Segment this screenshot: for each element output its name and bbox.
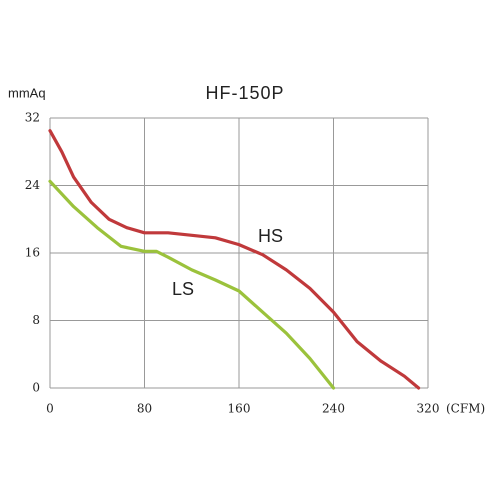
x-tick-label: 160 — [228, 402, 251, 416]
y-tick-label: 16 — [25, 246, 40, 260]
x-tick-label: 240 — [322, 402, 345, 416]
y-tick-label: 8 — [32, 313, 40, 327]
line — [48, 179, 336, 390]
y-axis-label: mmAq — [8, 85, 46, 100]
series-label: LS — [172, 279, 194, 299]
chart-title: HF-150P — [205, 83, 284, 103]
x-tick-label: 0 — [46, 402, 54, 416]
line — [48, 129, 421, 390]
y-tick-label: 32 — [25, 111, 40, 125]
y-tick-label: 0 — [32, 381, 40, 395]
x-tick-label: 80 — [137, 402, 152, 416]
x-axis-label: (CFM) — [446, 402, 485, 416]
series-label: HS — [258, 226, 283, 246]
y-tick-label: 24 — [25, 178, 41, 192]
x-tick-label: 320 — [417, 402, 440, 416]
